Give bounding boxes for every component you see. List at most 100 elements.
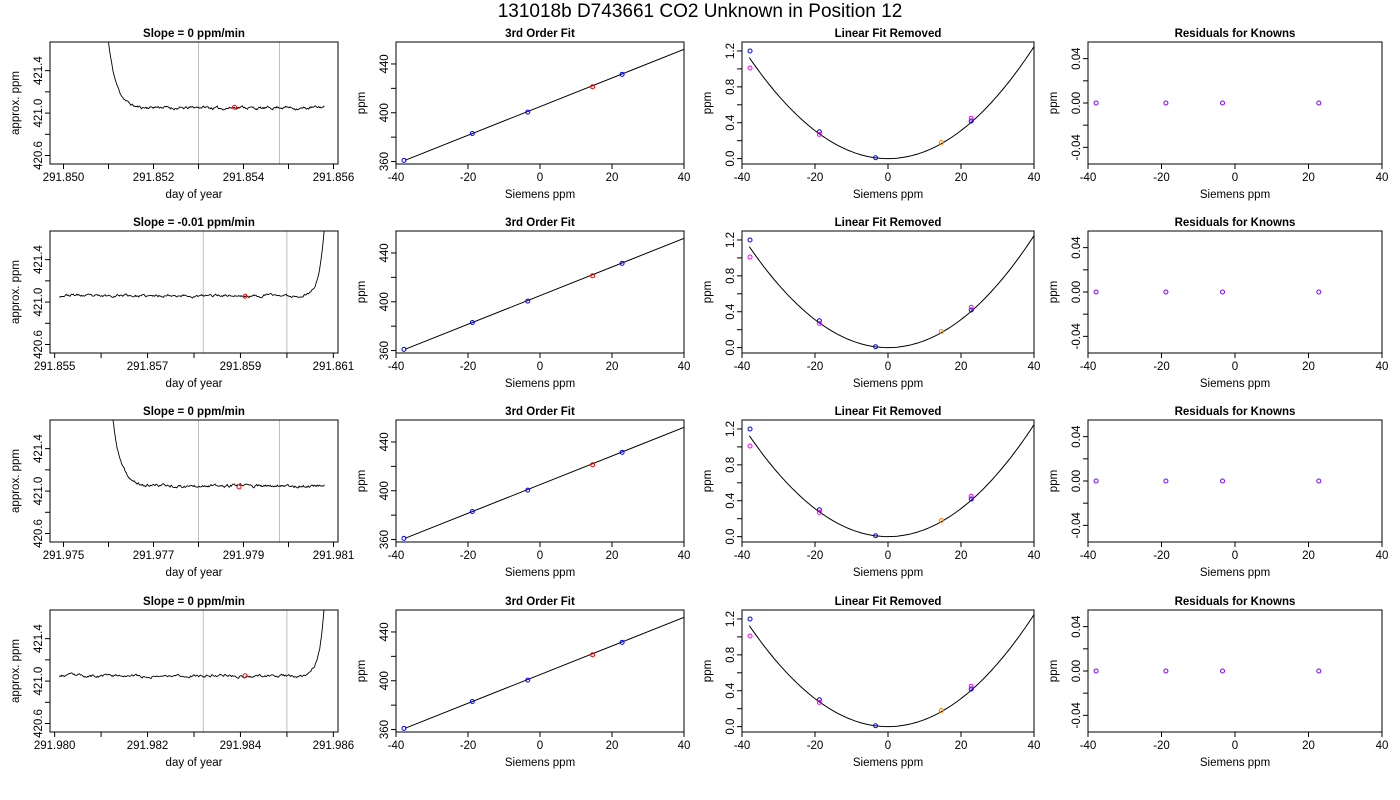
data-point <box>525 298 531 304</box>
panel-r0-c3: Residuals for Knowns -40 -20 0 20 40 -0.04 0.00… <box>1048 28 1388 201</box>
y-axis-label: ppm <box>356 660 368 682</box>
y-tick-label: 0.04 <box>1071 236 1083 259</box>
panel-title: Linear Fit Removed <box>835 406 942 418</box>
x-axis-label: Siemens ppm <box>1200 378 1270 390</box>
x-tick-label: -20 <box>1153 550 1170 562</box>
x-tick-label: 20 <box>606 361 619 373</box>
y-tick-label: 360 <box>379 720 391 739</box>
y-axis-label: ppm <box>702 92 714 114</box>
x-tick-label: -40 <box>1080 550 1097 562</box>
data-point <box>747 426 753 432</box>
panel-title: 3rd Order Fit <box>505 217 575 229</box>
data-point <box>968 493 974 499</box>
y-tick-label: 360 <box>379 341 391 360</box>
plot-area <box>401 426 684 541</box>
y-tick-label: 440 <box>379 622 391 641</box>
x-tick-label: 0 <box>885 550 891 562</box>
data-point <box>619 71 625 77</box>
panel-frame <box>395 41 685 165</box>
y-tick-label: 421.0 <box>33 667 45 696</box>
x-tick-label: 0 <box>537 172 543 184</box>
sample-marker <box>236 484 242 490</box>
x-tick-label: 0 <box>1232 740 1238 752</box>
y-tick-label: 421.4 <box>33 245 45 274</box>
data-point <box>590 84 596 90</box>
x-tick-label: -20 <box>807 740 824 752</box>
y-axis-label: approx. ppm <box>10 449 22 513</box>
data-point <box>469 320 475 325</box>
y-tick-label: 0.04 <box>1071 47 1083 70</box>
data-point <box>747 443 753 449</box>
y-axis-label: ppm <box>702 660 714 682</box>
x-tick-label: 291.850 <box>43 172 85 184</box>
data-point <box>873 533 879 539</box>
x-tick-label: 291.975 <box>43 550 85 562</box>
panel-frame <box>741 609 1035 733</box>
data-point <box>747 633 753 639</box>
y-tick-label: 400 <box>379 103 391 122</box>
panel-frame <box>49 419 339 543</box>
data-point <box>816 507 822 513</box>
panel-frame <box>1087 41 1383 165</box>
x-tick-label: -40 <box>388 172 405 184</box>
data-point <box>401 346 407 352</box>
panel-title: Residuals for Knowns <box>1175 217 1296 229</box>
data-point <box>816 697 822 703</box>
x-tick-label: 40 <box>1376 172 1389 184</box>
x-axis-label: day of year <box>166 567 223 579</box>
x-tick-label: 0 <box>885 740 891 752</box>
y-tick-label: 1.2 <box>725 43 737 59</box>
data-point <box>816 320 822 326</box>
sample-marker <box>232 104 237 110</box>
x-tick-label: -40 <box>1080 172 1097 184</box>
x-tick-label: 20 <box>1302 172 1315 184</box>
x-tick-label: -40 <box>734 550 751 562</box>
fit-line <box>404 616 684 729</box>
y-tick-label: 421.0 <box>33 477 45 506</box>
plot-area <box>1093 478 1322 484</box>
x-tick-label: 0 <box>537 550 543 562</box>
plot-area <box>401 48 684 163</box>
data-point <box>747 254 753 260</box>
data-point <box>1163 478 1169 484</box>
data-point <box>1163 289 1169 295</box>
panel-r1-c0: Slope = -0.01 ppm/min 291.855 291.857 291.8… <box>10 217 354 390</box>
y-tick-label: 440 <box>379 432 391 451</box>
panel-title: Linear Fit Removed <box>835 217 942 229</box>
y-axis-label: ppm <box>1048 281 1060 303</box>
data-point <box>1316 100 1322 106</box>
y-tick-label: 421.4 <box>33 56 45 85</box>
panel-title: 3rd Order Fit <box>505 28 575 40</box>
y-tick-label: 440 <box>379 54 391 73</box>
x-tick-label: 20 <box>955 172 968 184</box>
sample-marker <box>242 673 248 679</box>
y-axis-label: approx. ppm <box>10 71 22 135</box>
data-point <box>938 517 944 523</box>
x-tick-label: 291.986 <box>313 740 355 752</box>
x-tick-label: 40 <box>678 550 691 562</box>
y-tick-label: 421.0 <box>33 99 45 128</box>
x-tick-label: 291.859 <box>220 361 262 373</box>
panel-r0-c2: Linear Fit Removed -40 -20 0 20 40 0.0 0.4 0.8 1.… <box>702 28 1040 201</box>
x-tick-label: 20 <box>955 740 968 752</box>
x-tick-label: 40 <box>1028 172 1041 184</box>
data-point <box>1163 668 1169 674</box>
co2-trace <box>58 610 325 680</box>
x-tick-label: 20 <box>606 550 619 562</box>
y-tick-label: 0.00 <box>1071 470 1083 492</box>
y-tick-label: 420.6 <box>33 709 45 738</box>
y-tick-label: -0.04 <box>1071 512 1083 539</box>
panel-title: Slope = 0 ppm/min <box>143 28 245 40</box>
x-tick-label: 0 <box>537 740 543 752</box>
panel-r3-c1: 3rd Order Fit -40 -20 0 20 40 360 400 440 Siemens… <box>356 596 690 769</box>
x-tick-label: 291.979 <box>223 550 265 562</box>
y-axis-label: ppm <box>1048 660 1060 682</box>
x-tick-label: 20 <box>1302 550 1315 562</box>
data-point <box>1093 100 1099 106</box>
panel-r2-c3: Residuals for Knowns -40 -20 0 20 40 -0.04 0.00… <box>1048 406 1388 579</box>
data-point <box>873 344 879 350</box>
y-tick-label: 420.6 <box>33 519 45 548</box>
y-tick-label: 0.4 <box>725 682 737 699</box>
y-axis-label: ppm <box>356 92 368 114</box>
x-tick-label: 40 <box>1376 550 1389 562</box>
